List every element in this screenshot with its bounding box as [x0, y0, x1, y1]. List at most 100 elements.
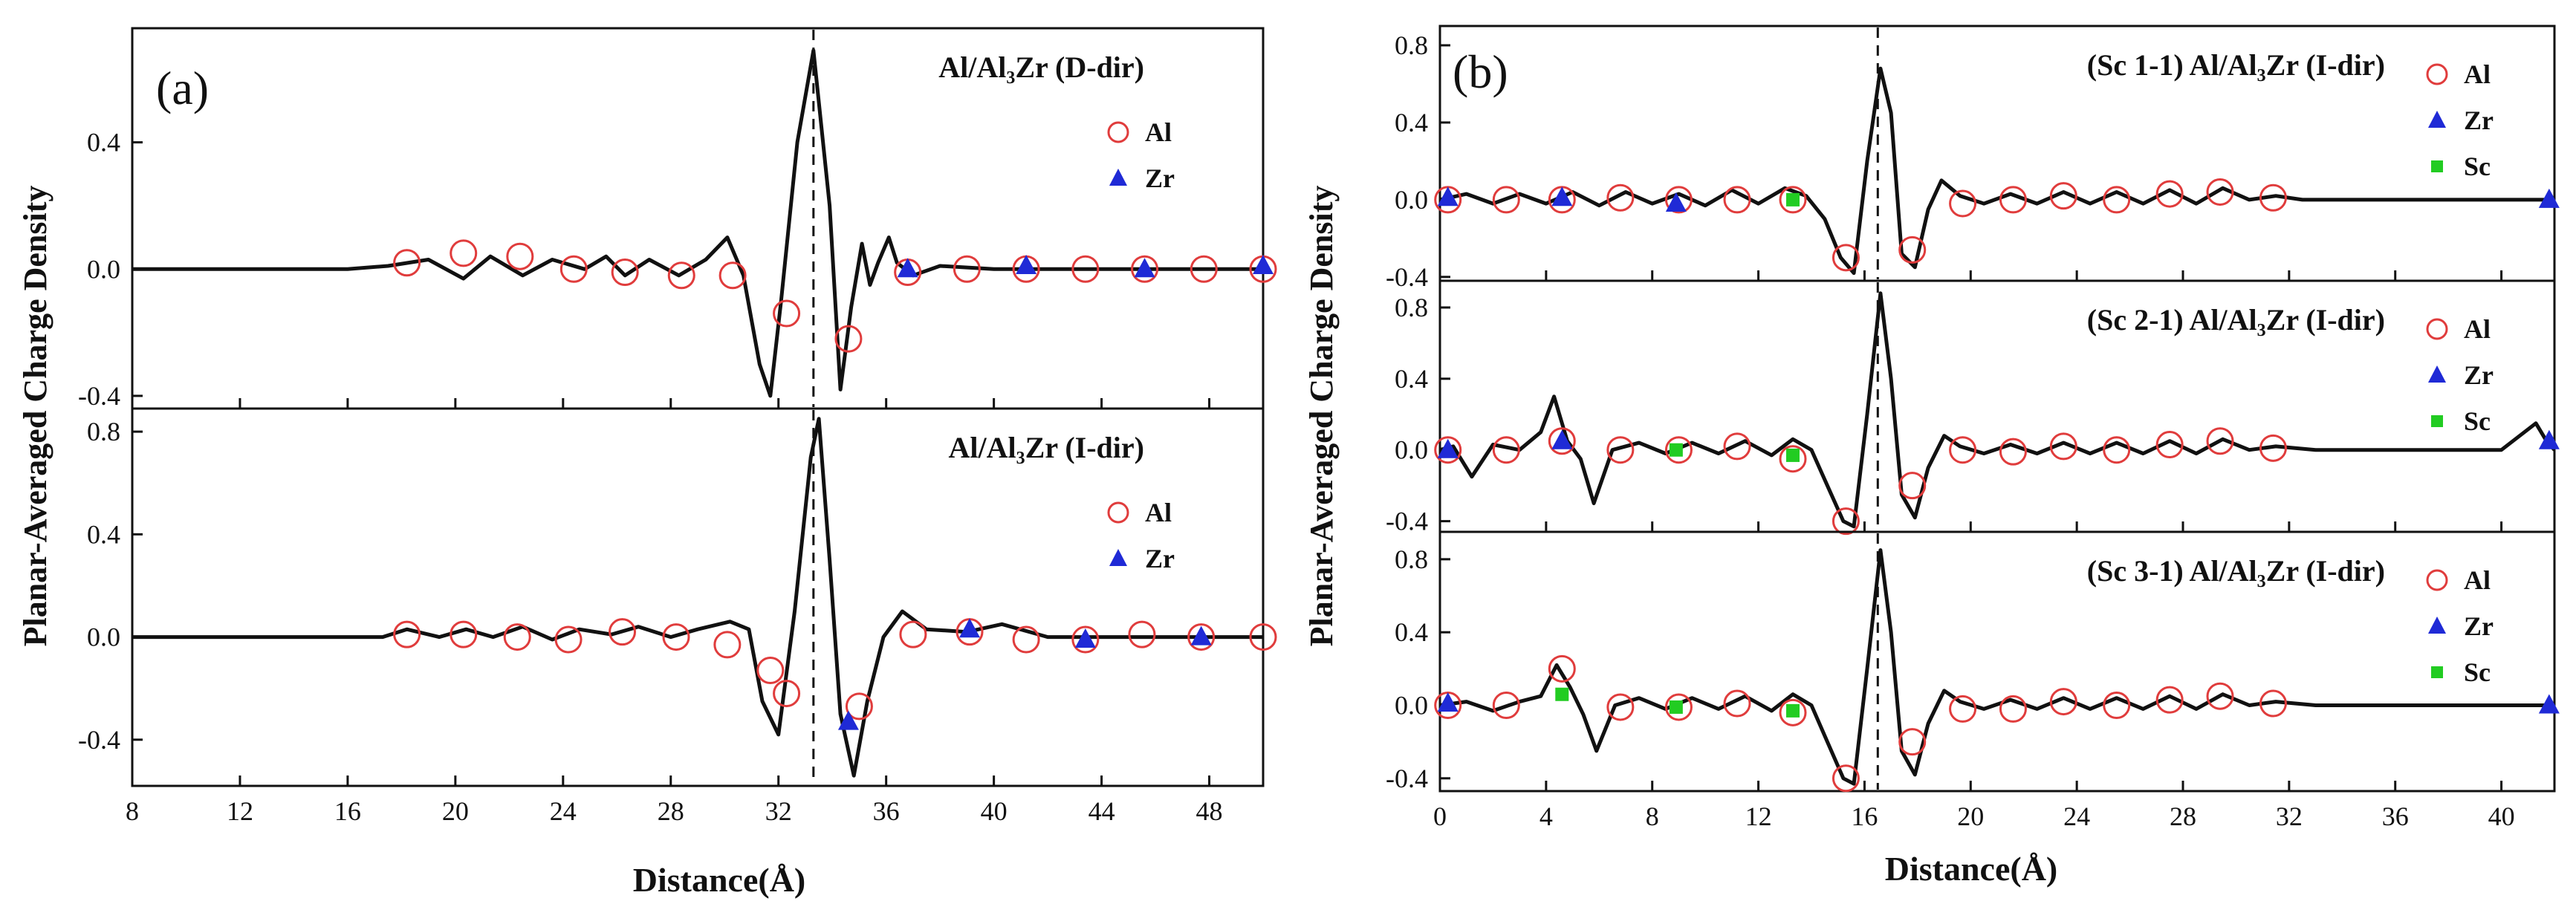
- zr-marker: [1253, 255, 1274, 274]
- al-marker: [2206, 682, 2234, 710]
- x-tick-label: 40: [981, 796, 1008, 826]
- legend-label-zr: Zr: [2464, 360, 2494, 390]
- x-tick-label: 8: [1646, 801, 1659, 831]
- al-marker: [2206, 178, 2234, 206]
- x-tick-label: 28: [658, 796, 684, 826]
- y-tick-label: -0.4: [1386, 764, 1428, 793]
- legend-zr-symbol: [2428, 617, 2446, 634]
- al-marker: [2259, 689, 2287, 718]
- al-marker: [845, 692, 873, 721]
- y-tick-label: -0.4: [1386, 507, 1428, 536]
- al-marker: [2049, 432, 2077, 461]
- al-marker: [450, 620, 478, 648]
- panel-b-subplot-1: -0.4 0.0 0.4 0.8 (Sc 1-1) Al/Al₃Zr (I-dir) Al…: [1386, 25, 2560, 292]
- al-marker: [1606, 183, 1635, 212]
- sc-marker: [1669, 443, 1683, 457]
- al-marker: [2259, 183, 2287, 212]
- y-tick-label: 0.4: [1395, 108, 1428, 137]
- legend-zr-symbol: [1109, 169, 1127, 186]
- sc-marker: [1669, 700, 1683, 714]
- y-tick-label: -0.4: [1386, 262, 1428, 292]
- y-tick-label: 0.8: [87, 417, 120, 446]
- al-marker: [1071, 625, 1100, 654]
- al-marker: [2155, 686, 2184, 714]
- x-tick-label: 24: [550, 796, 577, 826]
- zr-marker: [2538, 188, 2560, 208]
- al-marker: [1999, 695, 2027, 723]
- y-tick-label: 0.4: [87, 519, 120, 549]
- legend-label-sc: Sc: [2464, 152, 2491, 181]
- zr-marker: [1074, 628, 1096, 648]
- legend-al-symbol: [2426, 318, 2448, 340]
- charge-density-curve: [132, 417, 1263, 778]
- panel-b-label: (b): [1453, 45, 1508, 98]
- al-marker: [1190, 255, 1218, 283]
- sc-marker: [1786, 448, 1800, 462]
- panel-a-subplot-2: -0.4 0.0 0.4 0.8 8 12 16 20 24 28 32 36 40 44 48 Al/Al₃…: [78, 407, 1277, 826]
- al-marker: [1128, 620, 1156, 648]
- legend-sc-symbol: [2431, 666, 2443, 678]
- al-marker: [2259, 434, 2287, 462]
- al-marker: [1249, 623, 1277, 651]
- al-marker: [667, 261, 695, 290]
- legend-zr-symbol: [2428, 111, 2446, 128]
- al-marker: [1898, 235, 1927, 264]
- al-marker: [834, 325, 863, 353]
- al-marker: [1492, 436, 1520, 464]
- al-marker: [2103, 186, 2131, 214]
- al-marker: [718, 261, 747, 290]
- al-marker: [1949, 695, 1977, 723]
- y-tick-label: 0.4: [1395, 364, 1428, 394]
- al-marker: [1779, 445, 1807, 473]
- panel-b-subplot-2: -0.4 0.0 0.4 0.8 (Sc 2-1) Al/Al₃Zr (I-dir) Al…: [1386, 279, 2560, 536]
- zr-marker: [1190, 625, 1212, 646]
- x-tick-label: 0: [1433, 801, 1447, 831]
- al-marker: [1131, 255, 1159, 283]
- al-marker: [1723, 689, 1751, 718]
- legend-label-zr: Zr: [2464, 105, 2494, 135]
- zr-marker: [959, 618, 981, 638]
- x-tick-label: 12: [1745, 801, 1772, 831]
- x-tick-label: 4: [1540, 801, 1553, 831]
- legend-label-al: Al: [2464, 314, 2491, 344]
- x-tick-label: 40: [2488, 801, 2515, 831]
- al-marker: [1832, 764, 1860, 793]
- y-tick-label: 0.4: [1395, 617, 1428, 647]
- al-marker: [1832, 244, 1860, 272]
- subplot-title: Al/Al₃Zr (I-dir): [949, 431, 1144, 464]
- y-tick-label: 0.8: [1395, 30, 1428, 60]
- al-marker: [1999, 438, 2027, 466]
- x-tick-label: 32: [765, 796, 792, 826]
- zr-marker: [1437, 186, 1459, 207]
- zr-marker: [1551, 429, 1573, 449]
- x-tick-label: 44: [1089, 796, 1115, 826]
- al-marker: [2155, 431, 2184, 459]
- panel-a-y-axis-label: Planar-Averaged Charge Density: [17, 186, 53, 647]
- x-tick-label: 36: [2382, 801, 2409, 831]
- legend-label-al: Al: [2464, 59, 2491, 89]
- x-tick-label: 20: [442, 796, 469, 826]
- legend-sc-symbol: [2431, 415, 2443, 427]
- al-marker: [1012, 625, 1040, 654]
- y-tick-label: -0.4: [78, 381, 120, 411]
- x-tick-label: 48: [1196, 796, 1223, 826]
- legend-al-symbol: [1107, 501, 1129, 524]
- al-marker: [1492, 691, 1520, 719]
- subplot-frame: [1438, 530, 2556, 793]
- zr-marker: [1016, 255, 1037, 274]
- legend-al-symbol: [2426, 63, 2448, 85]
- al-marker: [1548, 427, 1576, 455]
- x-tick-label: 32: [2276, 801, 2303, 831]
- al-marker: [2155, 180, 2184, 208]
- legend-label-zr: Zr: [1145, 163, 1175, 193]
- al-marker: [1723, 186, 1751, 214]
- y-tick-label: 0.0: [87, 254, 120, 284]
- charge-density-curve: [132, 48, 1263, 398]
- al-marker: [506, 242, 534, 270]
- charge-density-curve: [1439, 66, 2554, 276]
- al-marker: [2049, 688, 2077, 716]
- al-marker: [1832, 507, 1860, 536]
- al-marker: [609, 618, 637, 646]
- al-marker: [2049, 182, 2077, 210]
- zr-marker: [1134, 258, 1155, 278]
